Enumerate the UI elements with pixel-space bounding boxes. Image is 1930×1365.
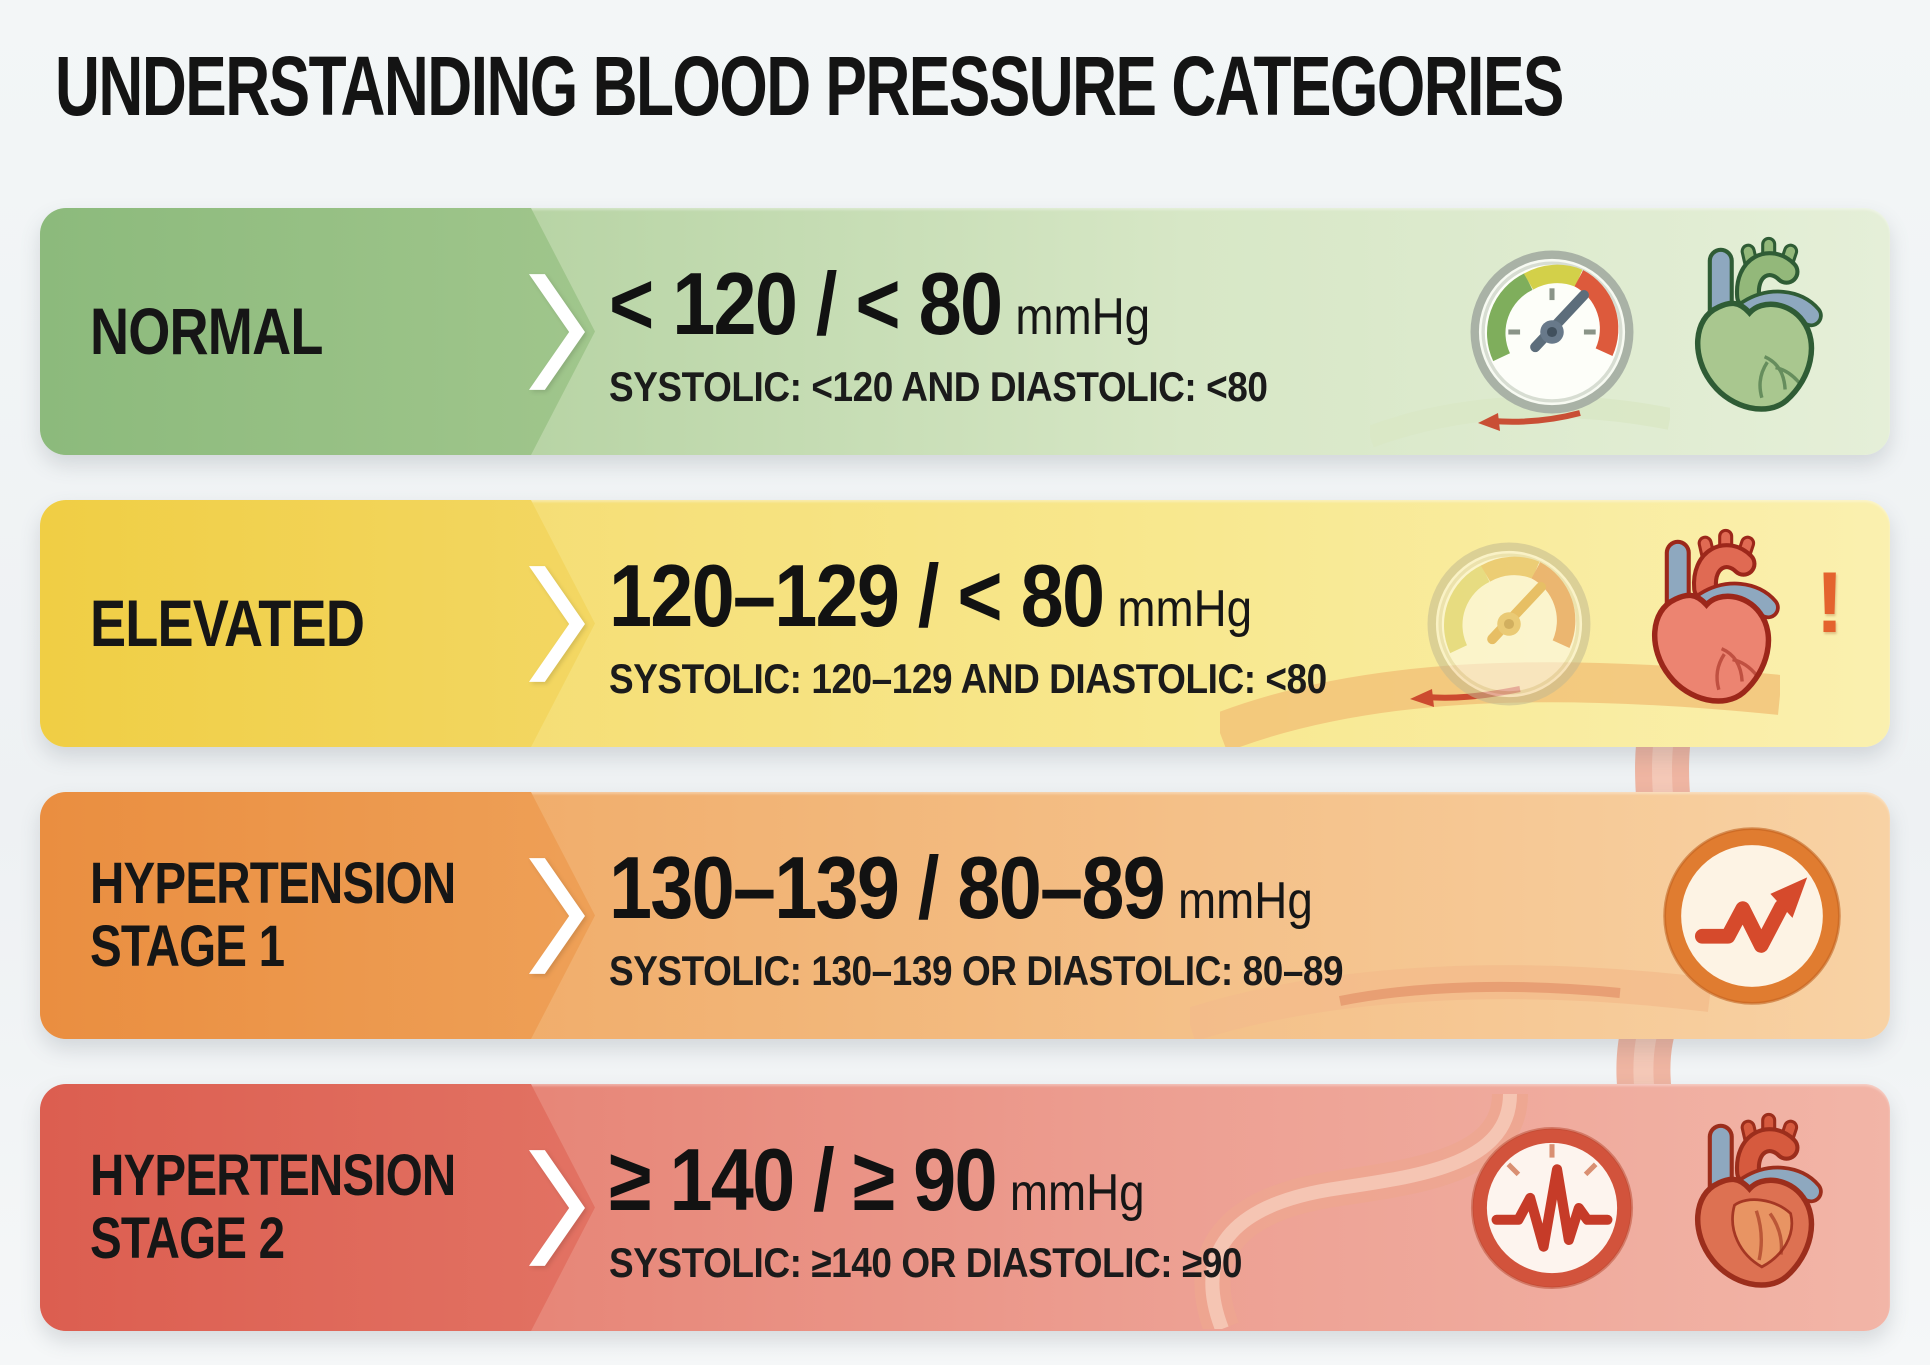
category-name-line2: STAGE 2 <box>90 1205 285 1271</box>
page-title: UNDERSTANDING BLOOD PRESSURE CATEGORIES <box>55 39 1564 133</box>
reading-zone: 130–139 / 80–89 mmHg SYSTOLIC: 130–139 O… <box>609 837 1534 995</box>
strained-heart-icon <box>1694 1112 1823 1288</box>
reading-zone: < 120 / < 80 mmHg SYSTOLIC: <120 AND DIA… <box>609 253 1365 411</box>
reading-line: 120–129 / < 80 mmHg <box>609 545 1327 647</box>
bp-criteria: SYSTOLIC: 130–139 OR DIASTOLIC: 80–89 <box>609 946 1344 994</box>
bp-range: < 120 / < 80 <box>609 253 1003 353</box>
exclamation-mark: ! <box>1815 554 1844 651</box>
category-row-hypertension-stage-1: HYPERTENSION STAGE 1 130–139 / 80–89 mmH… <box>40 792 1890 1039</box>
category-board: NORMAL < 120 / < 80 mmHg SYSTOLIC: <120 … <box>40 208 1890 1365</box>
category-name: NORMAL <box>90 293 323 368</box>
chevron-right-icon <box>529 857 585 974</box>
bp-unit: mmHg <box>1178 871 1313 930</box>
category-row-elevated: ELEVATED 120–129 / < 80 mmHg SYSTOLIC: 1… <box>40 500 1890 747</box>
bp-range: ≥ 140 / ≥ 90 <box>609 1129 998 1229</box>
reading-line: < 120 / < 80 mmHg <box>609 253 1365 355</box>
bp-range: 130–139 / 80–89 <box>609 837 1166 937</box>
pressure-gauge-icon <box>1470 250 1634 413</box>
category-row-hypertension-stage-2: HYPERTENSION STAGE 2 ≥ 140 / ≥ 90 mmHg S… <box>40 1084 1890 1331</box>
reading-zone: 120–129 / < 80 mmHg SYSTOLIC: 120–129 AN… <box>609 545 1327 703</box>
category-name: HYPERTENSION <box>90 850 456 916</box>
ecg-gauge-icon <box>1470 1126 1634 1289</box>
chevron-right-icon <box>529 273 585 390</box>
gauge-ticks <box>1508 287 1596 335</box>
rising-trend-icon <box>1663 826 1841 1005</box>
row-icons <box>1468 236 1890 428</box>
bp-criteria: SYSTOLIC: 120–129 AND DIASTOLIC: <80 <box>609 654 1327 702</box>
category-name: HYPERTENSION <box>90 1142 456 1208</box>
row-icons <box>1468 1112 1890 1304</box>
category-name-lines: ELEVATED <box>90 588 504 659</box>
pressure-gauge-faded-icon <box>1427 542 1591 705</box>
category-label-zone: ELEVATED <box>40 500 595 747</box>
bp-unit: mmHg <box>1009 1163 1145 1222</box>
row-icons <box>1660 824 1890 1008</box>
healthy-heart-icon <box>1694 236 1823 412</box>
reading-line: ≥ 140 / ≥ 90 mmHg <box>609 1129 1365 1231</box>
chevron-right-icon <box>529 1149 585 1266</box>
category-name-lines: NORMAL <box>90 296 504 367</box>
gauge-needle <box>1530 289 1589 352</box>
bp-range: 120–129 / < 80 <box>609 545 1105 645</box>
category-label-zone: NORMAL <box>40 208 595 455</box>
bp-unit: mmHg <box>1015 287 1151 346</box>
row-icons: ! <box>1425 528 1890 720</box>
category-label-zone: HYPERTENSION STAGE 2 <box>40 1084 595 1331</box>
alert-heart-icon <box>1652 528 1781 704</box>
reading-line: 130–139 / 80–89 mmHg <box>609 837 1534 939</box>
category-label-zone: HYPERTENSION STAGE 1 <box>40 792 595 1039</box>
chevron-right-icon <box>529 565 585 682</box>
bp-criteria: SYSTOLIC: ≥140 OR DIASTOLIC: ≥90 <box>609 1238 1243 1286</box>
category-name-lines: HYPERTENSION STAGE 2 <box>90 1145 504 1270</box>
category-name-line2: STAGE 1 <box>90 913 285 979</box>
category-name-lines: HYPERTENSION STAGE 1 <box>90 853 504 978</box>
gauge-needle <box>1487 581 1547 644</box>
bp-criteria: SYSTOLIC: <120 AND DIASTOLIC: <80 <box>609 362 1268 410</box>
category-name: ELEVATED <box>90 585 365 660</box>
category-row-normal: NORMAL < 120 / < 80 mmHg SYSTOLIC: <120 … <box>40 208 1890 455</box>
bp-unit: mmHg <box>1117 579 1253 638</box>
reading-zone: ≥ 140 / ≥ 90 mmHg SYSTOLIC: ≥140 OR DIAS… <box>609 1129 1365 1287</box>
